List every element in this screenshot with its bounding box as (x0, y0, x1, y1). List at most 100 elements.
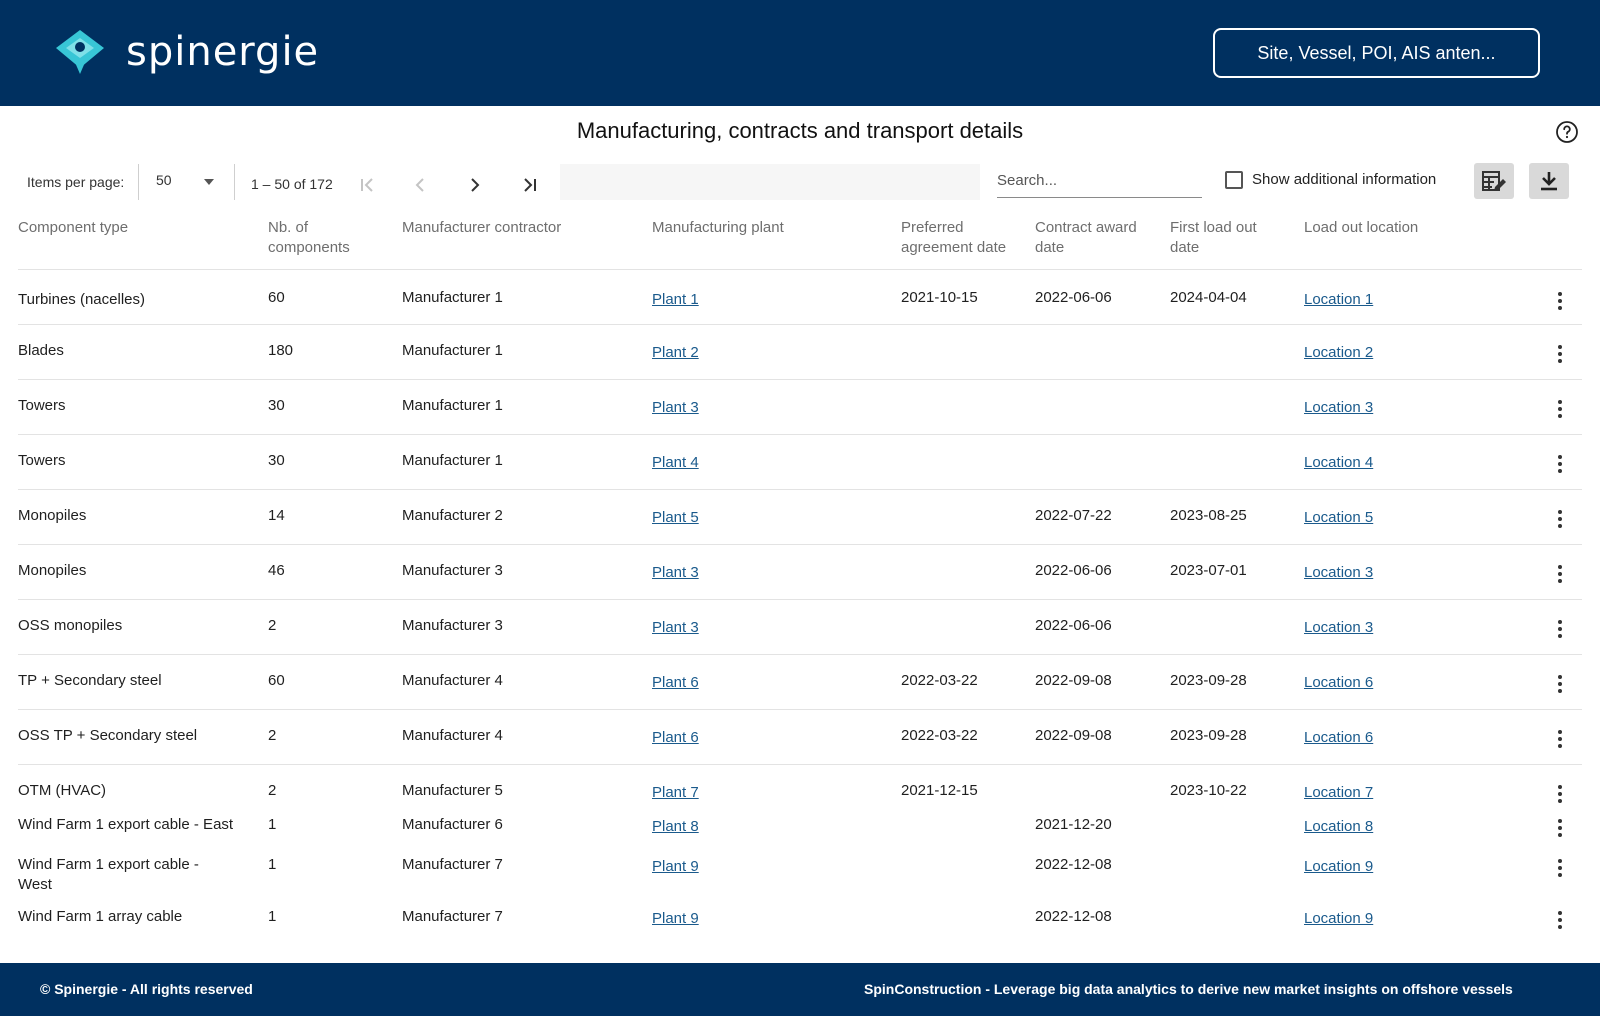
row-menu-icon[interactable] (1558, 455, 1562, 473)
cell-plant-link[interactable]: Plant 3 (652, 399, 699, 416)
row-menu-icon[interactable] (1558, 730, 1562, 748)
row-menu-icon[interactable] (1558, 620, 1562, 638)
cell-nb-components: 30 (268, 397, 285, 414)
cell-location-link[interactable]: Location 4 (1304, 454, 1374, 471)
cell-location-link[interactable]: Location 7 (1304, 784, 1374, 801)
table-row[interactable]: Wind Farm 1 export cable - West 1 Manufact… (18, 847, 1582, 899)
cell-nb-components: 46 (268, 562, 285, 579)
cell-manufacturer: Manufacturer 1 (402, 452, 503, 469)
first-page-button[interactable] (352, 170, 382, 200)
download-button[interactable] (1529, 163, 1569, 199)
footer-copyright: © Spinergie - All rights reserved (40, 981, 253, 997)
table-row[interactable]: TP + Secondary steel 60 Manufacturer 4 Plan… (18, 655, 1582, 710)
cell-location-link[interactable]: Location 1 (1304, 291, 1374, 308)
items-per-page-label: Items per page: (27, 174, 125, 190)
cell-plant-link[interactable]: Plant 7 (652, 784, 699, 801)
cell-manufacturer: Manufacturer 1 (402, 342, 503, 359)
cell-component-type: Monopiles (18, 562, 87, 579)
table-row[interactable]: Wind Farm 1 export cable - East 1 Manufact… (18, 807, 1582, 847)
table-row[interactable]: OSS TP + Secondary steel 2 Manufacturer 4 P… (18, 710, 1582, 765)
column-header-plant[interactable]: Manufacturing plant (652, 219, 784, 236)
row-menu-icon[interactable] (1558, 911, 1562, 929)
cell-plant-link[interactable]: Plant 6 (652, 674, 699, 691)
cell-plant-link[interactable]: Plant 3 (652, 619, 699, 636)
cell-plant-link[interactable]: Plant 8 (652, 818, 699, 835)
column-header-first-load-date[interactable]: First load out date (1170, 219, 1257, 256)
row-menu-icon[interactable] (1558, 292, 1562, 310)
cell-location-link[interactable]: Location 9 (1304, 858, 1374, 875)
cell-plant-link[interactable]: Plant 9 (652, 910, 699, 927)
table-row[interactable]: Monopiles 14 Manufacturer 2 Plant 5 2022-07-… (18, 490, 1582, 545)
table-row[interactable]: Turbines (nacelles) 60 Manufacturer 1 Plant… (18, 270, 1582, 325)
row-menu-icon[interactable] (1558, 785, 1562, 803)
global-search-button[interactable]: Site, Vessel, POI, AIS anten... (1213, 28, 1540, 78)
cell-plant-link[interactable]: Plant 9 (652, 858, 699, 875)
row-menu-icon[interactable] (1558, 400, 1562, 418)
table-row[interactable]: Wind Farm 1 array cable 1 Manufacturer 7 Pl… (18, 899, 1582, 939)
cell-manufacturer: Manufacturer 1 (402, 397, 503, 414)
table-row[interactable]: Blades 180 Manufacturer 1 Plant 2 Location 2 (18, 325, 1582, 380)
table-row[interactable]: OSS monopiles 2 Manufacturer 3 Plant 3 2022-… (18, 600, 1582, 655)
table-row[interactable]: OTM (HVAC) 2 Manufacturer 5 Plant 7 2021-12-… (18, 765, 1582, 807)
row-menu-icon[interactable] (1558, 675, 1562, 693)
table-search-input[interactable]: Search... (997, 166, 1202, 198)
cell-location-link[interactable]: Location 6 (1304, 674, 1374, 691)
cell-manufacturer: Manufacturer 5 (402, 782, 503, 799)
last-page-button[interactable] (515, 170, 545, 200)
edit-columns-button[interactable] (1474, 163, 1514, 199)
row-menu-icon[interactable] (1558, 565, 1562, 583)
cell-plant-link[interactable]: Plant 2 (652, 344, 699, 361)
cell-location-link[interactable]: Location 2 (1304, 344, 1374, 361)
row-menu-icon[interactable] (1558, 510, 1562, 528)
cell-first-load-date: 2023-08-25 (1170, 507, 1247, 524)
location-pin-logo-icon (56, 30, 104, 74)
column-header-nb-components[interactable]: Nb. of components (268, 219, 350, 256)
table-row[interactable]: Monopiles 46 Manufacturer 3 Plant 3 2022-06-… (18, 545, 1582, 600)
show-additional-label[interactable]: Show additional information (1252, 171, 1437, 188)
cell-location-link[interactable]: Location 3 (1304, 564, 1374, 581)
row-menu-icon[interactable] (1558, 859, 1562, 877)
cell-location-link[interactable]: Location 3 (1304, 399, 1374, 416)
column-header-component-type[interactable]: Component type (18, 219, 129, 236)
help-icon[interactable] (1555, 120, 1579, 144)
toolbar-spacer (560, 164, 980, 200)
table-row[interactable]: Towers 30 Manufacturer 1 Plant 3 Location 3 (18, 380, 1582, 435)
pagination-range: 1 – 50 of 172 (251, 176, 333, 192)
app-footer: © Spinergie - All rights reserved SpinCo… (0, 963, 1600, 1016)
column-header-manufacturer[interactable]: Manufacturer contractor (402, 219, 562, 236)
chevron-down-icon[interactable] (204, 179, 214, 185)
cell-first-load-date: 2023-10-22 (1170, 782, 1247, 799)
cell-location-link[interactable]: Location 3 (1304, 619, 1374, 636)
cell-plant-link[interactable]: Plant 5 (652, 509, 699, 526)
footer-tagline: SpinConstruction - Leverage big data ana… (864, 981, 1513, 997)
previous-page-button[interactable] (405, 170, 435, 200)
table-row[interactable]: Towers 30 Manufacturer 1 Plant 4 Location 4 (18, 435, 1582, 490)
cell-location-link[interactable]: Location 5 (1304, 509, 1374, 526)
cell-nb-components: 1 (268, 816, 277, 833)
items-per-page-select[interactable]: 50 (156, 172, 218, 194)
cell-plant-link[interactable]: Plant 4 (652, 454, 699, 471)
cell-component-type: OSS TP + Secondary steel (18, 727, 198, 744)
cell-component-type: TP + Secondary steel (18, 672, 162, 689)
logo[interactable]: spinergie (52, 28, 319, 76)
show-additional-checkbox[interactable] (1225, 171, 1243, 189)
cell-location-link[interactable]: Location 8 (1304, 818, 1374, 835)
cell-location-link[interactable]: Location 6 (1304, 729, 1374, 746)
cell-first-load-date: 2023-09-28 (1170, 672, 1247, 689)
cell-nb-components: 1 (268, 856, 277, 873)
row-menu-icon[interactable] (1558, 345, 1562, 363)
column-header-load-out-location[interactable]: Load out location (1304, 219, 1419, 236)
logo-text: spinergie (126, 29, 320, 75)
cell-plant-link[interactable]: Plant 6 (652, 729, 699, 746)
next-page-button[interactable] (460, 170, 490, 200)
row-menu-icon[interactable] (1558, 819, 1562, 837)
cell-first-load-date: 2024-04-04 (1170, 289, 1247, 306)
cell-preferred-date: 2021-10-15 (901, 289, 978, 306)
cell-location-link[interactable]: Location 9 (1304, 910, 1374, 927)
column-header-preferred-date[interactable]: Preferred agreement date (901, 219, 1007, 256)
cell-preferred-date: 2022-03-22 (901, 672, 978, 689)
cell-award-date: 2022-06-06 (1035, 562, 1112, 579)
cell-plant-link[interactable]: Plant 3 (652, 564, 699, 581)
cell-plant-link[interactable]: Plant 1 (652, 291, 699, 308)
column-header-award-date[interactable]: Contract award date (1035, 219, 1137, 256)
